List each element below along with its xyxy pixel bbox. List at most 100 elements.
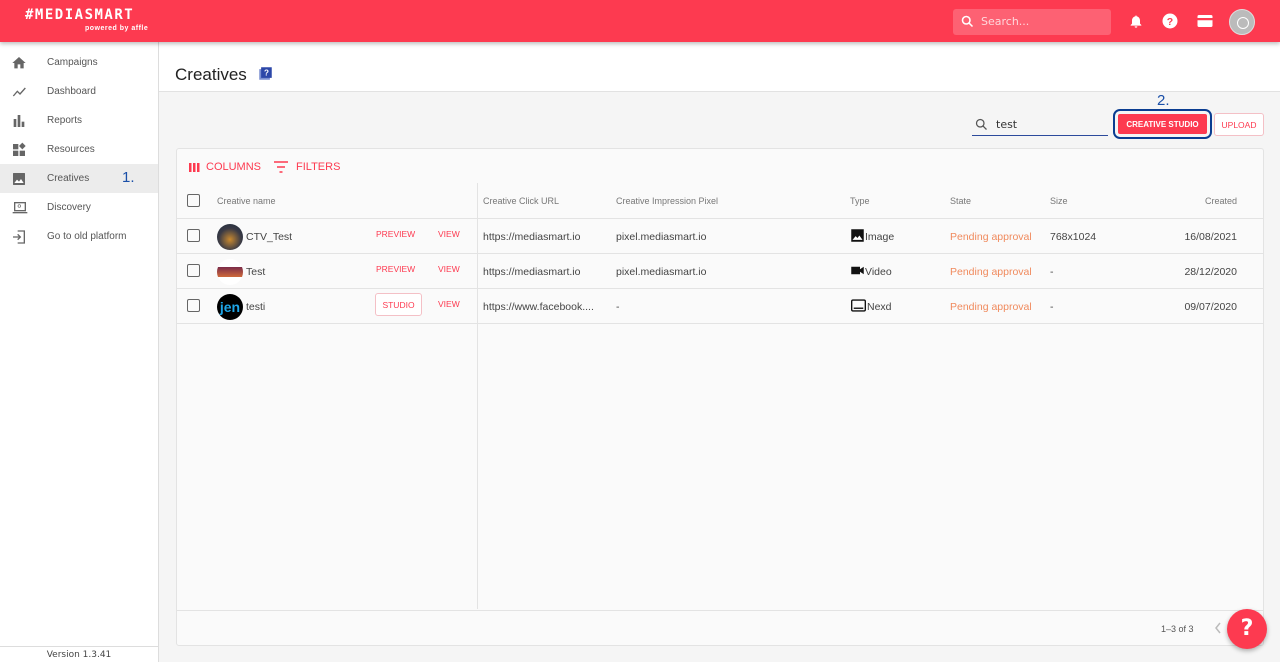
search-value: test — [996, 118, 1018, 131]
preview-button[interactable]: PREVIEW — [376, 229, 416, 239]
click-url: https://mediasmart.io — [483, 266, 581, 278]
select-all-checkbox[interactable] — [187, 194, 200, 207]
step-marker-2: 2. — [1157, 92, 1170, 109]
sidebar-item-dashboard[interactable]: Dashboard — [0, 77, 158, 106]
column-header[interactable]: Created — [1204, 196, 1237, 206]
column-header[interactable]: Creative name — [217, 196, 276, 206]
created-date: 28/12/2020 — [1184, 266, 1237, 278]
studio-button[interactable]: STUDIO — [375, 293, 422, 316]
state-badge: Pending approval — [950, 301, 1032, 313]
sidebar-item-campaigns[interactable]: Campaigns — [0, 48, 158, 77]
creative-thumbnail — [217, 224, 243, 250]
row-checkbox[interactable] — [187, 299, 200, 312]
created-date: 16/08/2021 — [1184, 231, 1237, 243]
creative-name: Test — [246, 266, 266, 278]
state-badge: Pending approval — [950, 231, 1032, 243]
upload-button[interactable]: UPLOAD — [1214, 113, 1264, 136]
sidebar-item-discovery[interactable]: Discovery — [0, 193, 158, 222]
click-url: https://mediasmart.io — [483, 231, 581, 243]
column-header[interactable]: Creative Click URL — [483, 196, 560, 206]
pagination-info: 1–3 of 3 — [1161, 624, 1194, 634]
impression-pixel: pixel.mediasmart.io — [616, 231, 707, 243]
sidebar-item-reports[interactable]: Reports — [0, 106, 158, 135]
filters-button[interactable]: FILTERS — [274, 161, 340, 173]
sidebar: Campaigns Dashboard Reports Resources Cr… — [0, 42, 159, 662]
table-row[interactable]: Test PREVIEW VIEW https://mediasmart.io … — [177, 254, 1263, 289]
search-icon — [961, 15, 974, 28]
creative-size: 768x1024 — [1050, 231, 1097, 243]
table-footer: 1–3 of 3 — [177, 610, 1263, 645]
global-search-input[interactable]: Search... — [953, 9, 1111, 35]
creatives-table: COLUMNS FILTERS Creative name Creative C… — [176, 148, 1264, 646]
creatives-search-input[interactable]: test — [972, 113, 1108, 136]
column-header[interactable]: State — [950, 196, 972, 206]
help-circle-icon[interactable]: ? — [1161, 12, 1179, 30]
display-icon — [851, 299, 866, 312]
row-checkbox[interactable] — [187, 264, 200, 277]
column-divider — [477, 183, 478, 609]
row-checkbox[interactable] — [187, 229, 200, 242]
impression-pixel: pixel.mediasmart.io — [616, 266, 707, 278]
sidebar-item-label: Go to old platform — [47, 231, 127, 242]
sidebar-item-resources[interactable]: Resources — [0, 135, 158, 164]
table-row[interactable]: jen testi STUDIO VIEW https://www.facebo… — [177, 289, 1263, 324]
logo-subtitle: powered by affle — [85, 25, 149, 32]
search-placeholder: Search... — [981, 15, 1030, 28]
logo[interactable]: #MEDIASMART powered by affle — [25, 7, 148, 32]
columns-icon — [189, 162, 200, 172]
sidebar-item-creatives[interactable]: Creatives 1. — [0, 164, 158, 193]
laptop-search-icon — [12, 202, 28, 214]
bell-icon[interactable] — [1128, 12, 1144, 30]
chevron-left-icon[interactable] — [1214, 622, 1222, 634]
column-header[interactable]: Type — [850, 196, 870, 206]
preview-button[interactable]: PREVIEW — [376, 264, 416, 274]
creative-type: Video — [865, 266, 892, 278]
creative-size: - — [1050, 266, 1054, 278]
page-titlebar: Creatives ? — [159, 42, 1280, 92]
click-url: https://www.facebook.... — [483, 301, 594, 313]
sidebar-item-label: Discovery — [47, 202, 91, 213]
sidebar-item-old-platform[interactable]: Go to old platform — [0, 222, 158, 251]
help-fab-button[interactable]: ? — [1227, 609, 1267, 649]
page-title: Creatives — [175, 65, 247, 84]
view-button[interactable]: VIEW — [438, 229, 460, 239]
trend-icon — [12, 87, 26, 97]
table-header-row: Creative name Creative Click URL Creativ… — [177, 184, 1263, 219]
state-badge: Pending approval — [950, 266, 1032, 278]
svg-text:?: ? — [264, 68, 269, 77]
video-camera-icon — [851, 266, 864, 275]
column-header[interactable]: Size — [1050, 196, 1068, 206]
creative-thumbnail: jen — [217, 294, 243, 320]
column-header[interactable]: Creative Impression Pixel — [616, 196, 719, 206]
help-book-icon[interactable]: ? — [258, 66, 273, 81]
sidebar-item-label: Creatives — [47, 173, 90, 184]
creative-thumbnail — [217, 259, 243, 285]
impression-pixel: - — [616, 301, 620, 313]
top-header: #MEDIASMART powered by affle Search... ? — [0, 0, 1280, 42]
creative-name: testi — [246, 301, 266, 313]
columns-label: COLUMNS — [206, 161, 262, 173]
view-button[interactable]: VIEW — [438, 264, 460, 274]
step-marker-1: 1. — [122, 169, 135, 186]
sidebar-item-label: Reports — [47, 115, 83, 126]
bar-chart-icon — [13, 115, 25, 127]
creative-size: - — [1050, 301, 1054, 313]
creative-studio-button[interactable]: CREATIVE STUDIO — [1118, 114, 1207, 134]
columns-button[interactable]: COLUMNS — [189, 161, 261, 173]
creative-type: Nexd — [867, 301, 892, 313]
login-icon — [13, 230, 25, 244]
table-row[interactable]: CTV_Test PREVIEW VIEW https://mediasmart… — [177, 219, 1263, 254]
search-icon — [975, 118, 987, 130]
creative-name: CTV_Test — [246, 231, 293, 243]
sidebar-item-label: Resources — [47, 144, 95, 155]
view-button[interactable]: VIEW — [438, 299, 460, 309]
creative-type: Image — [865, 231, 895, 243]
home-icon — [12, 57, 26, 69]
version-label: Version 1.3.41 — [0, 646, 158, 660]
widgets-icon — [13, 142, 26, 156]
image-icon — [13, 173, 25, 185]
created-date: 09/07/2020 — [1184, 301, 1237, 313]
credit-card-icon[interactable] — [1196, 12, 1214, 30]
sidebar-item-label: Dashboard — [47, 86, 96, 97]
user-avatar[interactable] — [1229, 9, 1255, 35]
